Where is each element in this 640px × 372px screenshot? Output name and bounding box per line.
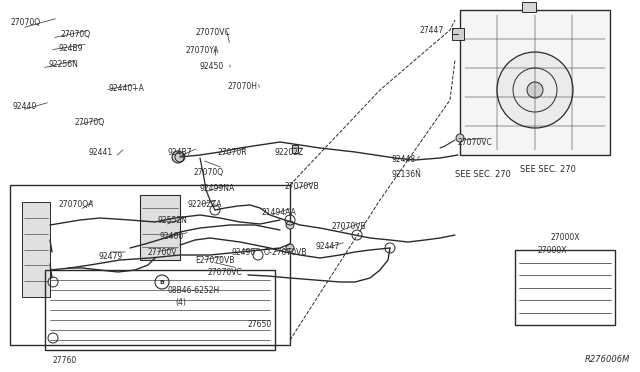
Text: SEE SEC. 270: SEE SEC. 270 [520, 165, 576, 174]
Bar [140, 195, 180, 260]
Text: SEE SEC. 270: SEE SEC. 270 [455, 170, 511, 179]
Text: 27760: 27760 [52, 356, 76, 365]
Text: 27070H: 27070H [228, 82, 258, 91]
Text: 92499NA: 92499NA [200, 184, 236, 193]
Text: 27070Q: 27070Q [10, 18, 40, 27]
Text: 27070VB: 27070VB [332, 222, 367, 231]
Circle shape [527, 82, 543, 98]
Text: 92447: 92447 [316, 242, 340, 251]
Text: 27070QA: 27070QA [58, 200, 93, 209]
Bar [292, 145, 298, 153]
Text: 924B9: 924B9 [58, 44, 83, 53]
Text: 27070VC: 27070VC [196, 28, 231, 37]
Bar [10, 185, 290, 345]
Text: 92136N: 92136N [392, 170, 422, 179]
Bar [460, 10, 610, 155]
Text: 27447: 27447 [420, 26, 444, 35]
Text: R276006M: R276006M [584, 355, 630, 364]
Circle shape [456, 134, 464, 142]
Text: 92256N: 92256N [48, 60, 78, 69]
Text: 27070VC: 27070VC [208, 268, 243, 277]
Circle shape [497, 52, 573, 128]
Circle shape [286, 244, 294, 252]
Text: 27650: 27650 [248, 320, 272, 329]
Text: 27070R: 27070R [218, 148, 248, 157]
Text: 92479: 92479 [98, 252, 122, 261]
Text: 92490: 92490 [232, 248, 256, 257]
Text: 27070VC: 27070VC [458, 138, 493, 147]
Text: 92552N: 92552N [158, 216, 188, 225]
Text: 27070YA: 27070YA [186, 46, 220, 55]
Text: 92202Z: 92202Z [275, 148, 304, 157]
Text: (4): (4) [175, 298, 186, 307]
Text: 92441: 92441 [88, 148, 112, 157]
Circle shape [286, 221, 294, 229]
Text: 924B7: 924B7 [168, 148, 193, 157]
Text: 92440: 92440 [12, 102, 36, 111]
Text: 27070Q: 27070Q [60, 30, 90, 39]
Text: O-27070VB: O-27070VB [264, 248, 307, 257]
Bar [22, 202, 50, 297]
Text: 92440+A: 92440+A [108, 84, 144, 93]
Text: 27000X: 27000X [538, 246, 568, 255]
Text: B: B [159, 279, 164, 285]
Text: 27700V: 27700V [147, 248, 177, 257]
Text: 92448: 92448 [392, 155, 416, 164]
Text: 92202ZA: 92202ZA [188, 200, 223, 209]
Text: 21494AA: 21494AA [262, 208, 297, 217]
Text: 92450: 92450 [200, 62, 224, 71]
Circle shape [172, 151, 184, 163]
Bar [452, 28, 464, 40]
Text: 08B46-6252H: 08B46-6252H [168, 286, 220, 295]
Text: 27000X: 27000X [550, 233, 580, 242]
Text: 92400: 92400 [160, 232, 184, 241]
Text: 27070Q: 27070Q [193, 168, 223, 177]
Text: 27070Q: 27070Q [74, 118, 104, 127]
Bar [515, 250, 615, 325]
Bar [45, 270, 275, 350]
Text: 27070VB: 27070VB [285, 182, 319, 191]
Text: E27070VB: E27070VB [195, 256, 234, 265]
Bar [522, 2, 536, 12]
